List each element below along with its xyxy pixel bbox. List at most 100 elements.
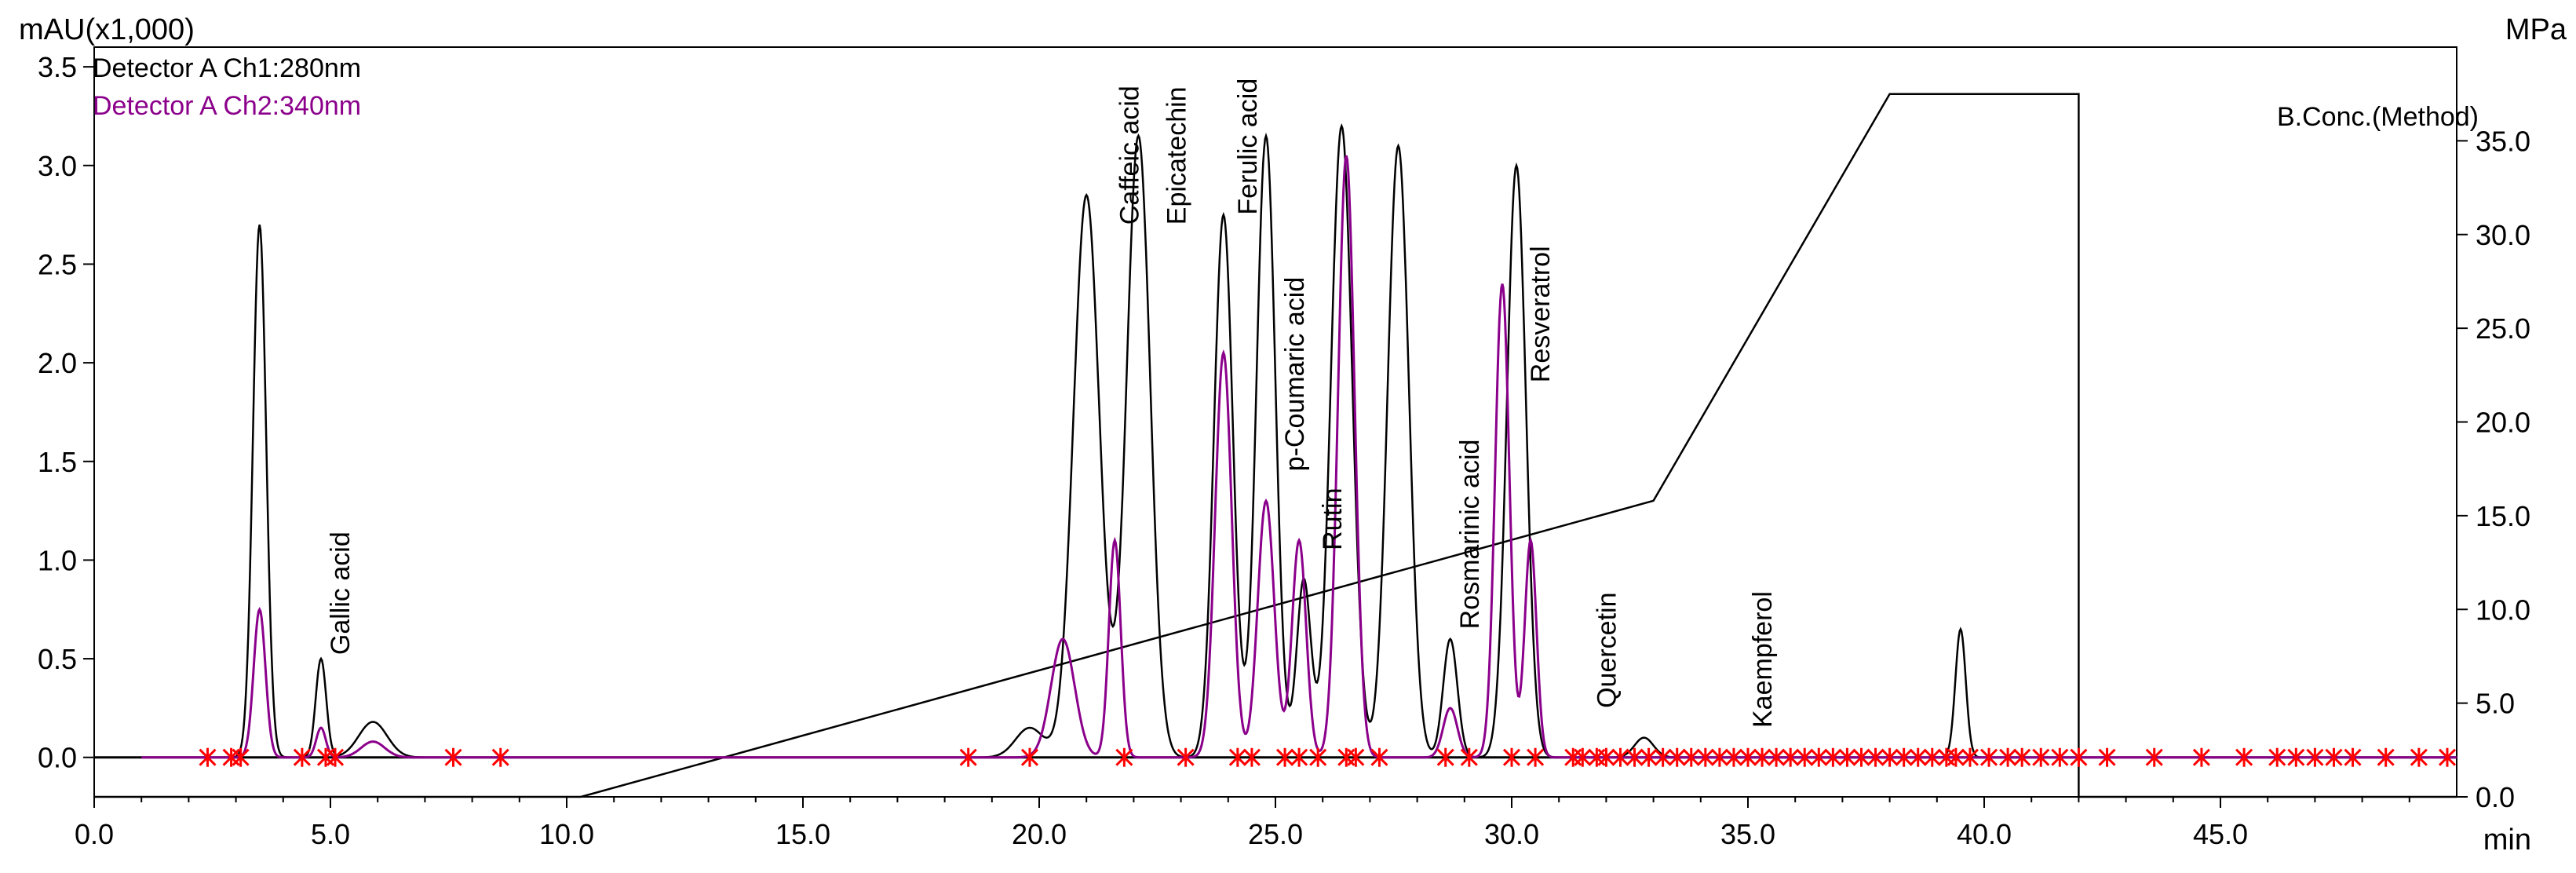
baseline-marker	[1838, 747, 1856, 767]
peak-label: Epicatechin	[1162, 86, 1192, 225]
baseline-marker	[1923, 747, 1941, 767]
baseline-marker	[1370, 747, 1388, 767]
baseline-markers	[199, 747, 2457, 767]
baseline-marker	[1961, 747, 1979, 767]
y-right-tick-label: 25.0	[2476, 312, 2530, 345]
baseline-marker	[1242, 747, 1261, 767]
legend-bconc: B.Conc.(Method)	[2277, 102, 2479, 132]
legend-ch1: Detector A Ch1:280nm	[93, 53, 361, 83]
baseline-marker	[1881, 747, 1899, 767]
legend-ch2: Detector A Ch2:340nm	[93, 91, 361, 121]
baseline-marker	[2344, 747, 2362, 767]
baseline-marker	[326, 747, 345, 767]
y-right-tick-label: 0.0	[2476, 781, 2515, 813]
plot-frame	[93, 46, 2457, 798]
baseline-marker	[1852, 747, 1870, 767]
baseline-marker	[1527, 747, 1545, 767]
y-left-tick-label: 2.5	[38, 248, 77, 280]
y-left-tick-label: 3.0	[38, 150, 77, 182]
baseline-marker	[1460, 747, 1478, 767]
baseline-marker	[1824, 747, 1842, 767]
baseline-marker	[959, 747, 977, 767]
baseline-marker	[1724, 747, 1743, 767]
y-left-tick-label: 1.5	[38, 446, 77, 478]
peak-label: Caffeic acid	[1115, 86, 1144, 225]
x-tick-label: 25.0	[1248, 818, 1303, 850]
baseline-marker	[2192, 747, 2210, 767]
x-tick-label: 10.0	[539, 818, 594, 850]
baseline-marker	[1895, 747, 1913, 767]
baseline-marker	[2438, 747, 2457, 767]
baseline-marker	[2051, 747, 2069, 767]
peak-label: Rutin	[1318, 488, 1348, 550]
x-tick-label: 15.0	[775, 818, 830, 850]
baseline-marker	[1177, 747, 1195, 767]
series-lines	[141, 122, 2457, 759]
series-b-conc-line	[94, 93, 2457, 798]
baseline-marker	[1999, 747, 2017, 767]
gradient-line	[94, 93, 2457, 798]
baseline-marker	[1309, 747, 1327, 767]
baseline-marker	[2268, 747, 2286, 767]
peak-label: Kaempferol	[1748, 591, 1778, 728]
y-right-tick-label: 20.0	[2476, 407, 2530, 439]
baseline-marker	[1710, 747, 1728, 767]
baseline-marker	[1436, 747, 1454, 767]
baseline-marker	[1909, 747, 1927, 767]
y-right-tick-label: 5.0	[2476, 688, 2515, 720]
baseline-marker	[1810, 747, 1828, 767]
y-left-tick-label: 0.0	[38, 742, 77, 774]
baseline-marker	[2032, 747, 2050, 767]
baseline-marker	[2070, 747, 2088, 767]
baseline-marker	[2013, 747, 2031, 767]
baseline-marker	[232, 747, 250, 767]
baseline-marker	[199, 747, 217, 767]
y-left-tick-label: 1.0	[38, 544, 77, 576]
baseline-marker	[1502, 747, 1521, 767]
baseline-marker	[1347, 747, 1365, 767]
baseline-marker	[1979, 747, 1998, 767]
baseline-marker	[444, 747, 462, 767]
x-tick-label: 30.0	[1484, 818, 1539, 850]
baseline-marker	[1020, 747, 1039, 767]
baseline-marker	[2287, 747, 2305, 767]
baseline-marker	[1597, 747, 1615, 767]
tick-labels: 0.0 5.0 10.0 15.0 20.0 25.0 30.0 35.0 40.0 45.0 0.…	[38, 51, 2530, 850]
baseline-marker	[1753, 747, 1771, 767]
baseline-marker	[1611, 747, 1629, 767]
x-tick-label: 40.0	[1957, 818, 2012, 850]
y-left-tick-label: 0.5	[38, 643, 77, 675]
baseline-marker	[1228, 747, 1246, 767]
y-right-tick-label: 15.0	[2476, 500, 2530, 532]
baseline-marker	[1640, 747, 1658, 767]
baseline-marker	[1768, 747, 1786, 767]
y-left-tick-label: 2.0	[38, 347, 77, 379]
baseline-marker	[1115, 747, 1133, 767]
peak-label: Gallic acid	[326, 531, 356, 655]
peak-label: Rosmarinic acid	[1455, 440, 1485, 630]
baseline-marker	[2306, 747, 2324, 767]
baseline-marker	[293, 747, 311, 767]
baseline-marker	[491, 747, 509, 767]
baseline-marker	[2145, 747, 2163, 767]
baseline-marker	[1668, 747, 1686, 767]
baseline-marker	[1682, 747, 1700, 767]
baseline-marker	[2325, 747, 2343, 767]
x-tick-label: 35.0	[1720, 818, 1775, 850]
peak-label: Quercetin	[1592, 592, 1622, 707]
peak-label: Ferulic acid	[1233, 79, 1263, 215]
baseline-marker	[2377, 747, 2395, 767]
peak-label: Resveratrol	[1526, 246, 1556, 382]
x-axis-unit-label: min	[2483, 824, 2531, 857]
baseline-marker	[1947, 747, 1965, 767]
baseline-marker	[1574, 747, 1592, 767]
baseline-marker	[1290, 747, 1308, 767]
y-right-axis-label: MPa	[2505, 13, 2567, 46]
x-tick-label: 5.0	[311, 818, 350, 850]
baseline-marker	[1866, 747, 1885, 767]
y-right-tick-label: 10.0	[2476, 594, 2530, 626]
x-tick-label: 20.0	[1012, 818, 1067, 850]
baseline-marker	[2235, 747, 2253, 767]
baseline-marker	[1626, 747, 1644, 767]
